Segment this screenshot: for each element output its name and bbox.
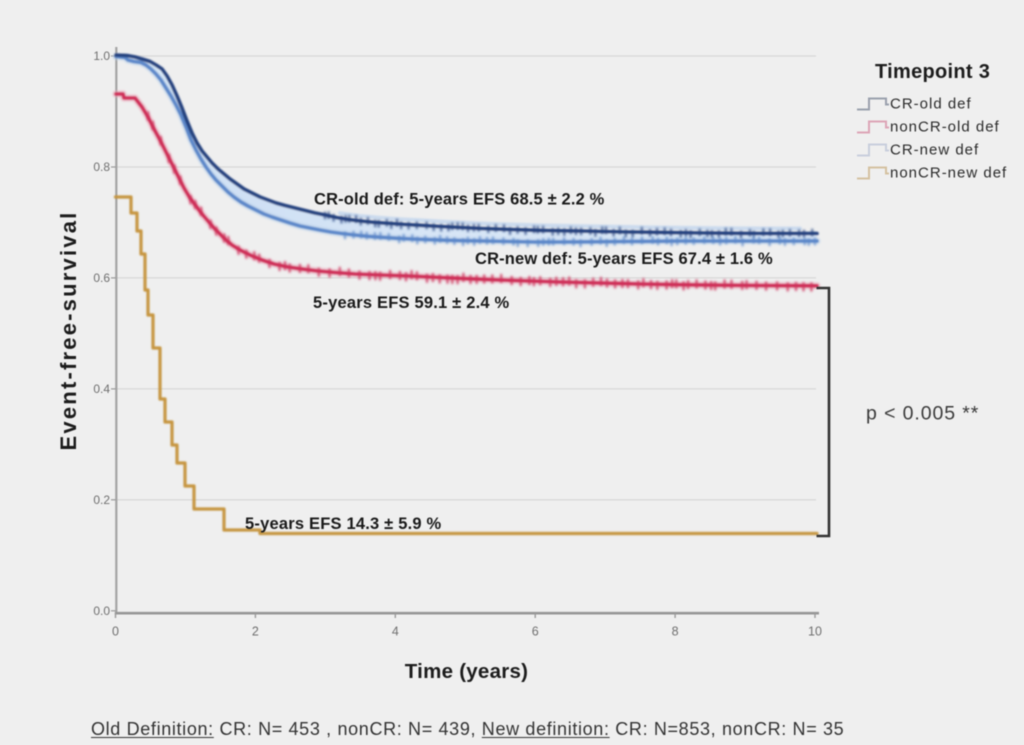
svg-text:1.0: 1.0 [93,49,110,63]
svg-text:0.0: 0.0 [93,604,110,618]
svg-text:4: 4 [392,625,399,639]
svg-text:CR-old def: CR-old def [890,96,972,113]
svg-text:0.4: 0.4 [93,382,110,396]
svg-text:Time (years): Time (years) [405,660,528,683]
svg-text:2: 2 [252,625,259,639]
svg-text:8: 8 [672,625,679,639]
svg-text:0.8: 0.8 [93,160,110,174]
svg-text:Timepoint 3: Timepoint 3 [875,61,990,83]
svg-text:5-years EFS 14.3 ± 5.9 %: 5-years EFS 14.3 ± 5.9 % [245,515,442,533]
svg-text:10: 10 [808,625,822,639]
svg-text:6: 6 [532,625,539,639]
svg-text:CR-new def: CR-new def [890,142,979,159]
svg-text:p < 0.005 **: p < 0.005 ** [866,403,979,425]
svg-text:Event-free-survival: Event-free-survival [56,211,81,451]
svg-text:CR-old def: 5-years EFS 68.5 ±: CR-old def: 5-years EFS 68.5 ± 2.2 % [314,191,605,209]
svg-text:0.2: 0.2 [93,493,110,507]
svg-text:5-years EFS 59.1 ± 2.4 %: 5-years EFS 59.1 ± 2.4 % [313,294,510,312]
svg-text:0.6: 0.6 [93,271,110,285]
svg-text:0: 0 [112,625,119,639]
svg-text:nonCR-new def: nonCR-new def [890,165,1007,182]
svg-text:nonCR-old def: nonCR-old def [890,119,1000,136]
svg-text:CR-new def: 5-years EFS 67.4 ±: CR-new def: 5-years EFS 67.4 ± 1.6 % [475,250,773,268]
